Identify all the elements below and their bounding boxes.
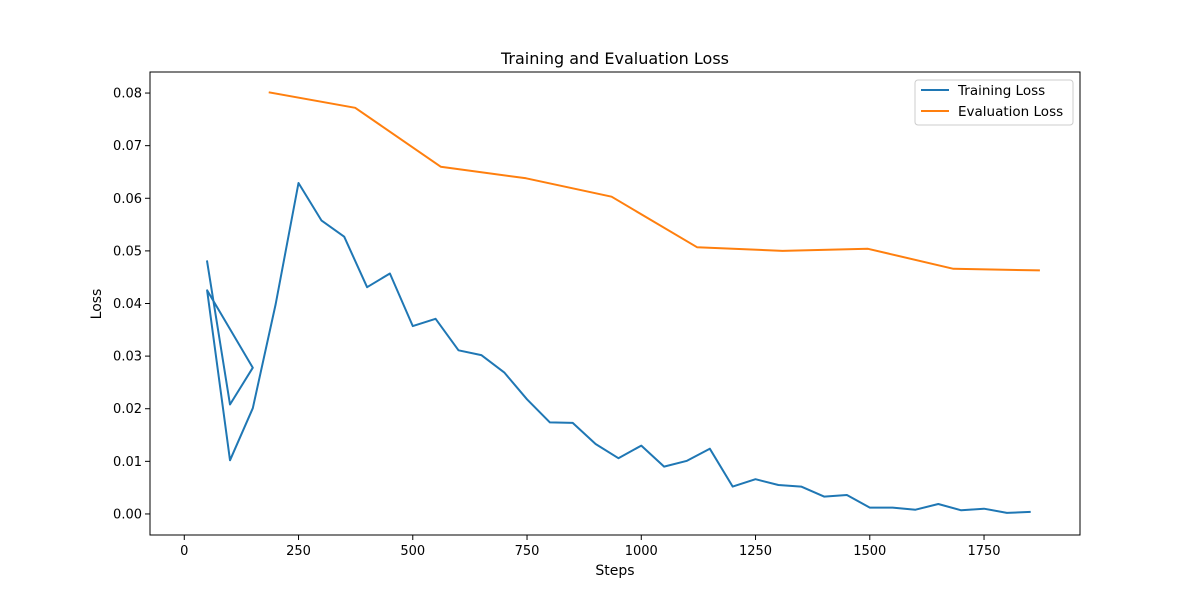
legend-label-training: Training Loss [957,83,1045,99]
y-axis-ticks: 0.00 0.01 0.02 0.03 0.04 0.05 0.06 0.07 0.08 [113,87,150,522]
legend: Training Loss Evaluation Loss [914,79,1074,126]
x-axis-label: Steps [595,563,634,579]
y-tick-label: 0.04 [113,297,142,312]
x-tick-label: 0 [180,544,188,559]
x-tick-label: 750 [515,544,540,559]
x-tick-label: 1750 [967,544,1000,559]
legend-label-evaluation: Evaluation Loss [958,104,1063,120]
y-tick-label: 0.08 [113,87,142,102]
y-tick-label: 0.06 [113,192,142,207]
y-tick-label: 0.02 [113,402,142,417]
y-tick-label: 0.03 [113,350,142,365]
y-tick-label: 0.01 [113,455,142,470]
x-tick-label: 250 [286,544,311,559]
y-tick-label: 0.05 [113,244,142,259]
x-axis-ticks: 0 250 500 750 1000 1250 1500 1750 [180,535,1001,559]
training-loss-line [205,182,1031,514]
legend-box [914,79,1074,126]
series-layer [205,91,1040,514]
y-tick-label: 0.00 [113,507,142,522]
evaluation-loss-line [268,91,1040,272]
chart-title: Training and Evaluation Loss [500,49,729,68]
y-axis-label: Loss [89,289,105,320]
y-tick-label: 0.07 [113,139,142,154]
plot-frame [149,71,1081,536]
x-tick-label: 1250 [739,544,772,559]
x-tick-label: 1500 [853,544,886,559]
x-tick-label: 500 [400,544,425,559]
x-tick-label: 1000 [625,544,658,559]
